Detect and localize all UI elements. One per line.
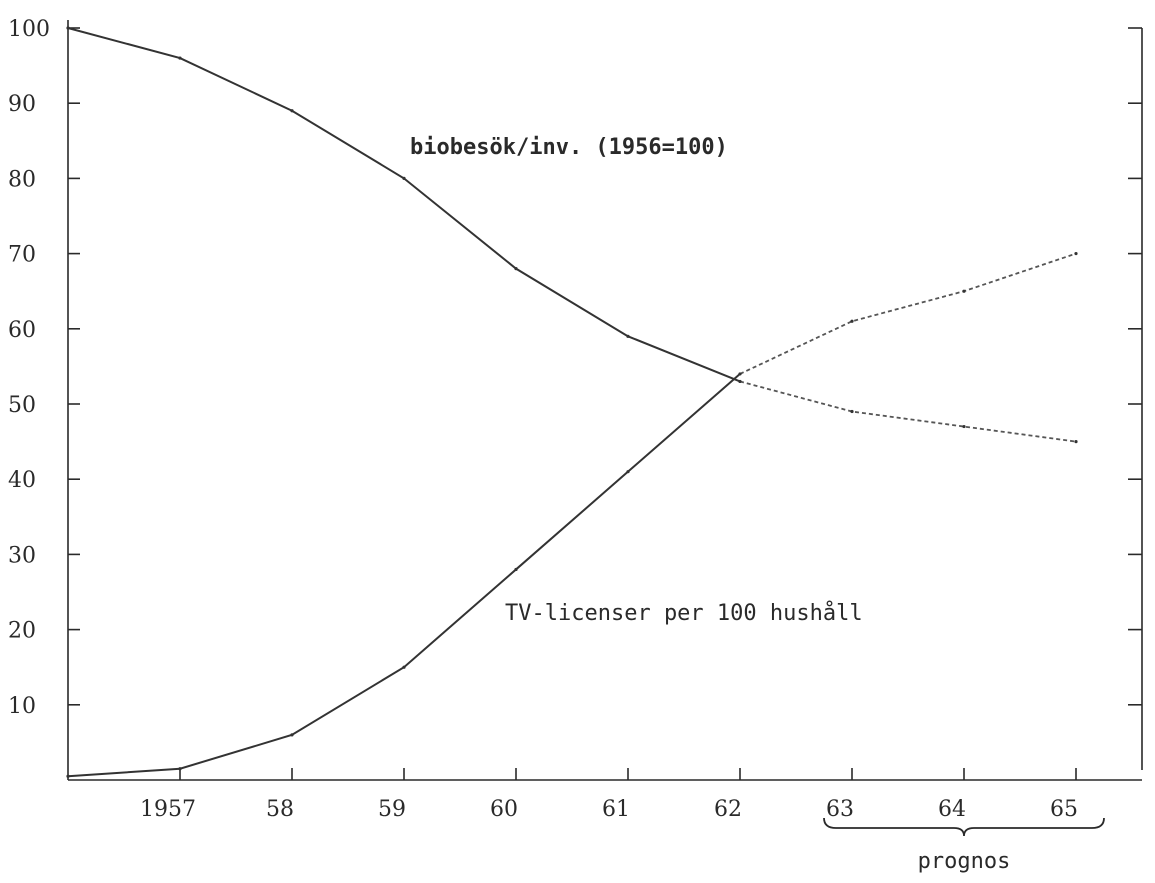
series-line-solid-0 bbox=[67, 27, 741, 383]
x-tick-label: 60 bbox=[490, 797, 518, 822]
series-label-tv-licenser: TV-licenser per 100 hushåll bbox=[505, 600, 863, 626]
data-point bbox=[626, 470, 630, 474]
y-tick-label: 80 bbox=[8, 167, 36, 192]
y-tick-label: 30 bbox=[8, 543, 36, 568]
data-point bbox=[178, 767, 182, 771]
x-tick-label: 61 bbox=[602, 797, 630, 822]
series-label-biobesok-text: biobesök/inv. (1956=100) bbox=[410, 135, 728, 160]
data-point bbox=[962, 289, 966, 293]
data-point bbox=[290, 109, 294, 113]
series-line-forecast-0 bbox=[739, 380, 1077, 443]
data-point bbox=[1074, 440, 1078, 444]
series-layer bbox=[66, 26, 1078, 778]
labels-layer: 10 20 30 40 50 60 70 80 90 100 1957 58 59 60 61 62 63 64 6… bbox=[8, 17, 1105, 874]
series-label-biobesok: biobesök/inv. (1956=100) bbox=[410, 135, 728, 160]
data-point bbox=[962, 424, 966, 429]
y-tick-label: 50 bbox=[8, 393, 36, 418]
x-tick-label: 64 bbox=[938, 797, 966, 822]
x-tick-label: 59 bbox=[378, 797, 406, 822]
x-tick-label: 63 bbox=[826, 797, 854, 822]
x-tick-label: 58 bbox=[266, 797, 294, 822]
x-tick-label: 62 bbox=[714, 797, 742, 822]
data-point bbox=[66, 774, 70, 778]
y-tick-label: 60 bbox=[8, 318, 36, 343]
y-tick-label: 20 bbox=[8, 619, 36, 644]
data-point bbox=[66, 26, 70, 30]
y-tick-label: 90 bbox=[8, 92, 36, 117]
data-point bbox=[290, 733, 294, 737]
data-point bbox=[626, 334, 630, 338]
y-tick-label: 100 bbox=[8, 17, 50, 42]
data-point bbox=[738, 372, 742, 376]
data-point bbox=[738, 379, 742, 384]
y-tick-label: 70 bbox=[8, 243, 36, 268]
data-point bbox=[850, 319, 854, 323]
series-line-solid-1 bbox=[67, 373, 741, 778]
data-point bbox=[402, 665, 406, 669]
data-point bbox=[1074, 252, 1078, 256]
y-tick-label: 40 bbox=[8, 468, 36, 493]
prognos-label: prognos bbox=[918, 849, 1011, 874]
data-point bbox=[514, 567, 518, 572]
data-point bbox=[402, 176, 406, 180]
x-tick-label: 1957 bbox=[140, 797, 196, 822]
data-point bbox=[178, 56, 182, 60]
prognos-brace bbox=[823, 817, 1105, 837]
series-line-forecast-1 bbox=[739, 252, 1077, 375]
axes bbox=[67, 20, 1143, 781]
x-tick-label: 65 bbox=[1050, 797, 1078, 822]
data-point bbox=[850, 409, 854, 414]
y-tick-label: 10 bbox=[8, 694, 36, 719]
data-point bbox=[514, 267, 518, 271]
